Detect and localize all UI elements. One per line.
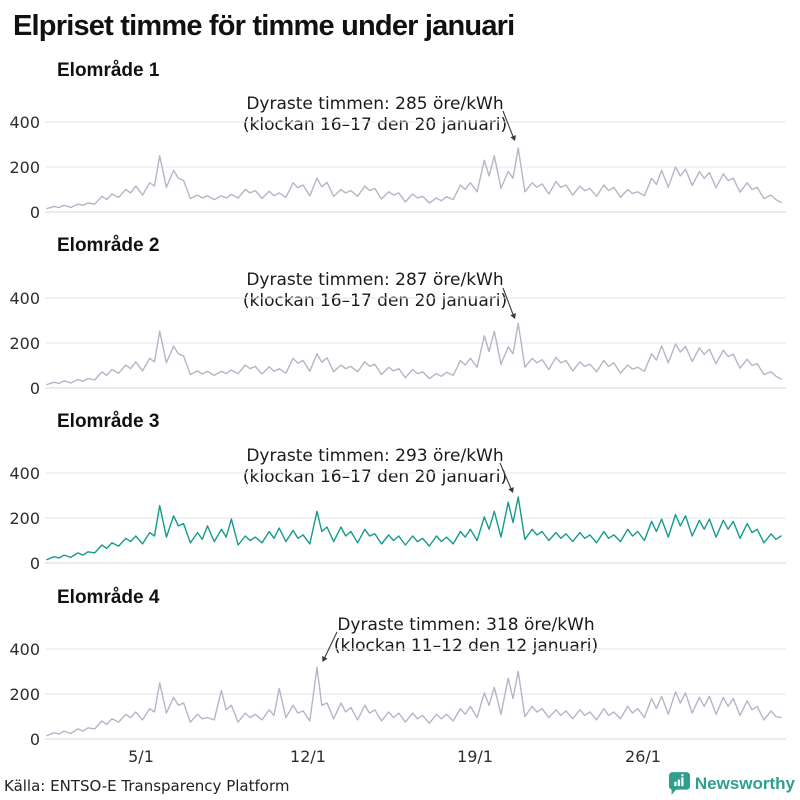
ytick-400: 400 [9, 289, 40, 308]
ytick-200: 200 [9, 158, 40, 177]
annotation-arrow [502, 110, 515, 140]
ytick-400: 400 [9, 464, 40, 483]
annotation-arrow [502, 287, 515, 318]
xtick-19-1: 19/1 [457, 747, 493, 766]
bar-chart-speech-bubble-icon [668, 772, 690, 795]
xtick-26-1: 26/1 [625, 747, 661, 766]
ytick-0: 0 [30, 554, 40, 571]
ytick-200: 200 [9, 509, 40, 528]
price-line-elomrade-2 [46, 322, 782, 386]
chart1-annotation-line2: (klockan 16–17 den 20 januari) [242, 115, 508, 135]
brand-logo: Newsworthy [668, 772, 795, 795]
source-note: Källa: ENTSO-E Transparency Platform [4, 777, 290, 795]
ytick-0: 0 [30, 730, 40, 747]
chart4-annotation-line2: (klockan 11–12 den 12 januari) [333, 636, 599, 656]
chart2-annotation-line1: Dyraste timmen: 287 öre/kWh [246, 270, 504, 290]
chart3-annotation-line1: Dyraste timmen: 293 öre/kWh [246, 446, 504, 466]
chart1-annotation: Dyraste timmen: 285 öre/kWh (klockan 16–… [155, 94, 595, 136]
chart2-annotation-line2: (klockan 16–17 den 20 januari) [242, 291, 508, 311]
price-line-elomrade-4 [46, 666, 782, 737]
chart4-heading: Elområde 4 [57, 587, 160, 608]
annotation-arrowhead [510, 313, 516, 319]
xtick-12-1: 12/1 [290, 747, 326, 766]
annotation-arrowhead [322, 656, 328, 662]
page-title: Elpriset timme för timme under januari [13, 10, 515, 42]
annotation-arrowhead [510, 135, 516, 141]
annotation-arrow [323, 631, 338, 660]
chart2-heading: Elområde 2 [57, 235, 160, 256]
ytick-200: 200 [9, 685, 40, 704]
chart1-plot: 400 200 0 [9, 110, 786, 220]
price-line-elomrade-3 [46, 496, 782, 561]
price-line-elomrade-1 [46, 147, 782, 210]
ytick-200: 200 [9, 334, 40, 353]
chart1-heading: Elområde 1 [57, 60, 160, 81]
chart2-plot: 400 200 0 [9, 287, 786, 396]
annotation-arrowhead [508, 487, 514, 493]
chart2-annotation: Dyraste timmen: 287 öre/kWh (klockan 16–… [155, 270, 595, 312]
chart4-plot: 400 200 0 [9, 631, 786, 747]
chart4-annotation-line1: Dyraste timmen: 318 öre/kWh [337, 615, 595, 635]
chart4-annotation: Dyraste timmen: 318 öre/kWh (klockan 11–… [246, 615, 686, 657]
ytick-400: 400 [9, 113, 40, 132]
ytick-0: 0 [30, 203, 40, 220]
ytick-0: 0 [30, 379, 40, 396]
chart3-heading: Elområde 3 [57, 411, 160, 432]
chart3-annotation-line2: (klockan 16–17 den 20 januari) [242, 467, 508, 487]
brand-name: Newsworthy [694, 773, 795, 793]
xtick-5-1: 5/1 [128, 747, 154, 766]
chart1-annotation-line1: Dyraste timmen: 285 öre/kWh [246, 94, 504, 114]
ytick-400: 400 [9, 640, 40, 659]
annotation-arrow [499, 462, 513, 492]
chart3-annotation: Dyraste timmen: 293 öre/kWh (klockan 16–… [155, 446, 595, 488]
chart3-plot: 400 200 0 [9, 462, 786, 571]
